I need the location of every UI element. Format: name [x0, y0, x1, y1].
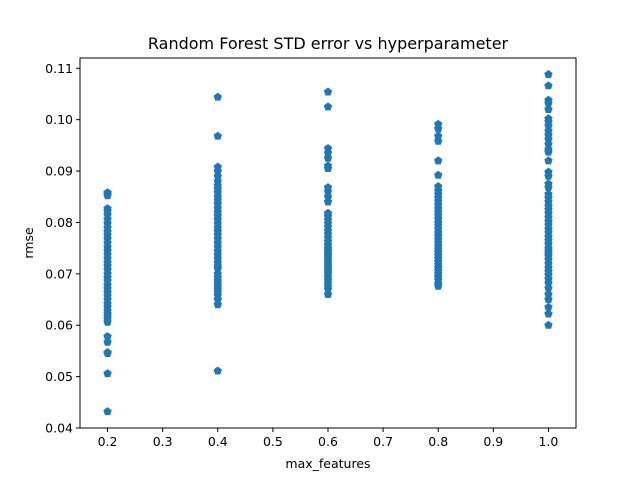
data-point: [213, 295, 222, 304]
data-point: [323, 289, 333, 298]
data-point: [544, 183, 553, 192]
y-tick-label: 0.09: [45, 164, 73, 179]
data-point: [323, 284, 333, 293]
data-point: [434, 156, 443, 165]
data-point: [434, 281, 443, 290]
x-tick-label: 0.5: [263, 434, 283, 449]
data-point: [323, 102, 333, 111]
x-axis-ticks: 0.2 0.3 0.4 0.5 0.6 0.7 0.8 0.9 1.0: [98, 428, 558, 449]
data-point: [103, 332, 112, 341]
x-tick-label: 0.9: [483, 434, 503, 449]
data-point: [213, 171, 222, 180]
data-point: [323, 87, 333, 96]
data-point: [544, 171, 553, 180]
data-point: [323, 187, 333, 196]
plot-frame: [79, 57, 577, 429]
x-tick-label: 0.7: [373, 434, 393, 449]
data-point: [323, 192, 333, 201]
data-point: [544, 139, 553, 148]
x-tick-label: 1.0: [538, 434, 558, 449]
x-tick-label: 0.6: [318, 434, 338, 449]
x-tick-label: 0.4: [208, 434, 228, 449]
y-tick-label: 0.05: [45, 369, 73, 384]
data-point: [103, 337, 112, 346]
data-point: [213, 166, 222, 175]
data-point: [544, 70, 553, 78]
data-point: [213, 366, 222, 375]
data-point: [434, 170, 443, 179]
data-point: [213, 300, 222, 309]
data-point: [103, 369, 112, 378]
data-point: [323, 144, 333, 152]
data-point: [544, 320, 553, 329]
data-point: [544, 134, 553, 143]
data-point: [544, 289, 553, 298]
y-tick-label: 0.08: [45, 215, 73, 230]
data-point: [434, 124, 443, 133]
y-axis-label: rmse: [21, 227, 36, 259]
y-tick-label: 0.06: [45, 318, 73, 333]
y-tick-label: 0.04: [45, 421, 73, 436]
data-point: [213, 92, 222, 101]
y-tick-label: 0.11: [45, 61, 73, 76]
y-tick-label: 0.07: [45, 266, 73, 281]
data-point: [323, 197, 333, 206]
data-point: [544, 283, 553, 292]
data-point: [544, 309, 553, 318]
data-point: [544, 121, 553, 130]
data-point: [323, 164, 333, 173]
data-point: [544, 81, 553, 90]
data-point: [434, 119, 443, 128]
data-point: [544, 104, 553, 113]
y-tick-label: 0.10: [45, 112, 73, 127]
data-point: [103, 407, 112, 416]
data-point: [544, 278, 553, 287]
data-point: [323, 148, 333, 157]
data-point: [213, 131, 222, 140]
data-point: [103, 317, 112, 326]
data-point: [103, 210, 112, 219]
data-markers: [103, 70, 553, 416]
data-point: [544, 98, 553, 107]
data-point: [434, 136, 443, 145]
data-point: [323, 153, 333, 162]
x-tick-label: 0.2: [98, 434, 118, 449]
data-point: [103, 349, 112, 358]
data-point: [544, 147, 553, 156]
x-tick-label: 0.3: [153, 434, 173, 449]
data-point: [544, 302, 553, 311]
y-axis-ticks: 0.04 0.05 0.06 0.07 0.08 0.09 0.10 0.11: [45, 61, 80, 436]
data-point: [544, 295, 553, 304]
data-point: [213, 264, 222, 273]
chart-title: Random Forest STD error vs hyperparamete…: [148, 34, 509, 53]
x-tick-label: 0.8: [428, 434, 448, 449]
data-point: [544, 156, 553, 165]
data-point: [434, 131, 443, 140]
x-axis-label: max_features: [285, 456, 370, 471]
data-point: [103, 191, 112, 200]
